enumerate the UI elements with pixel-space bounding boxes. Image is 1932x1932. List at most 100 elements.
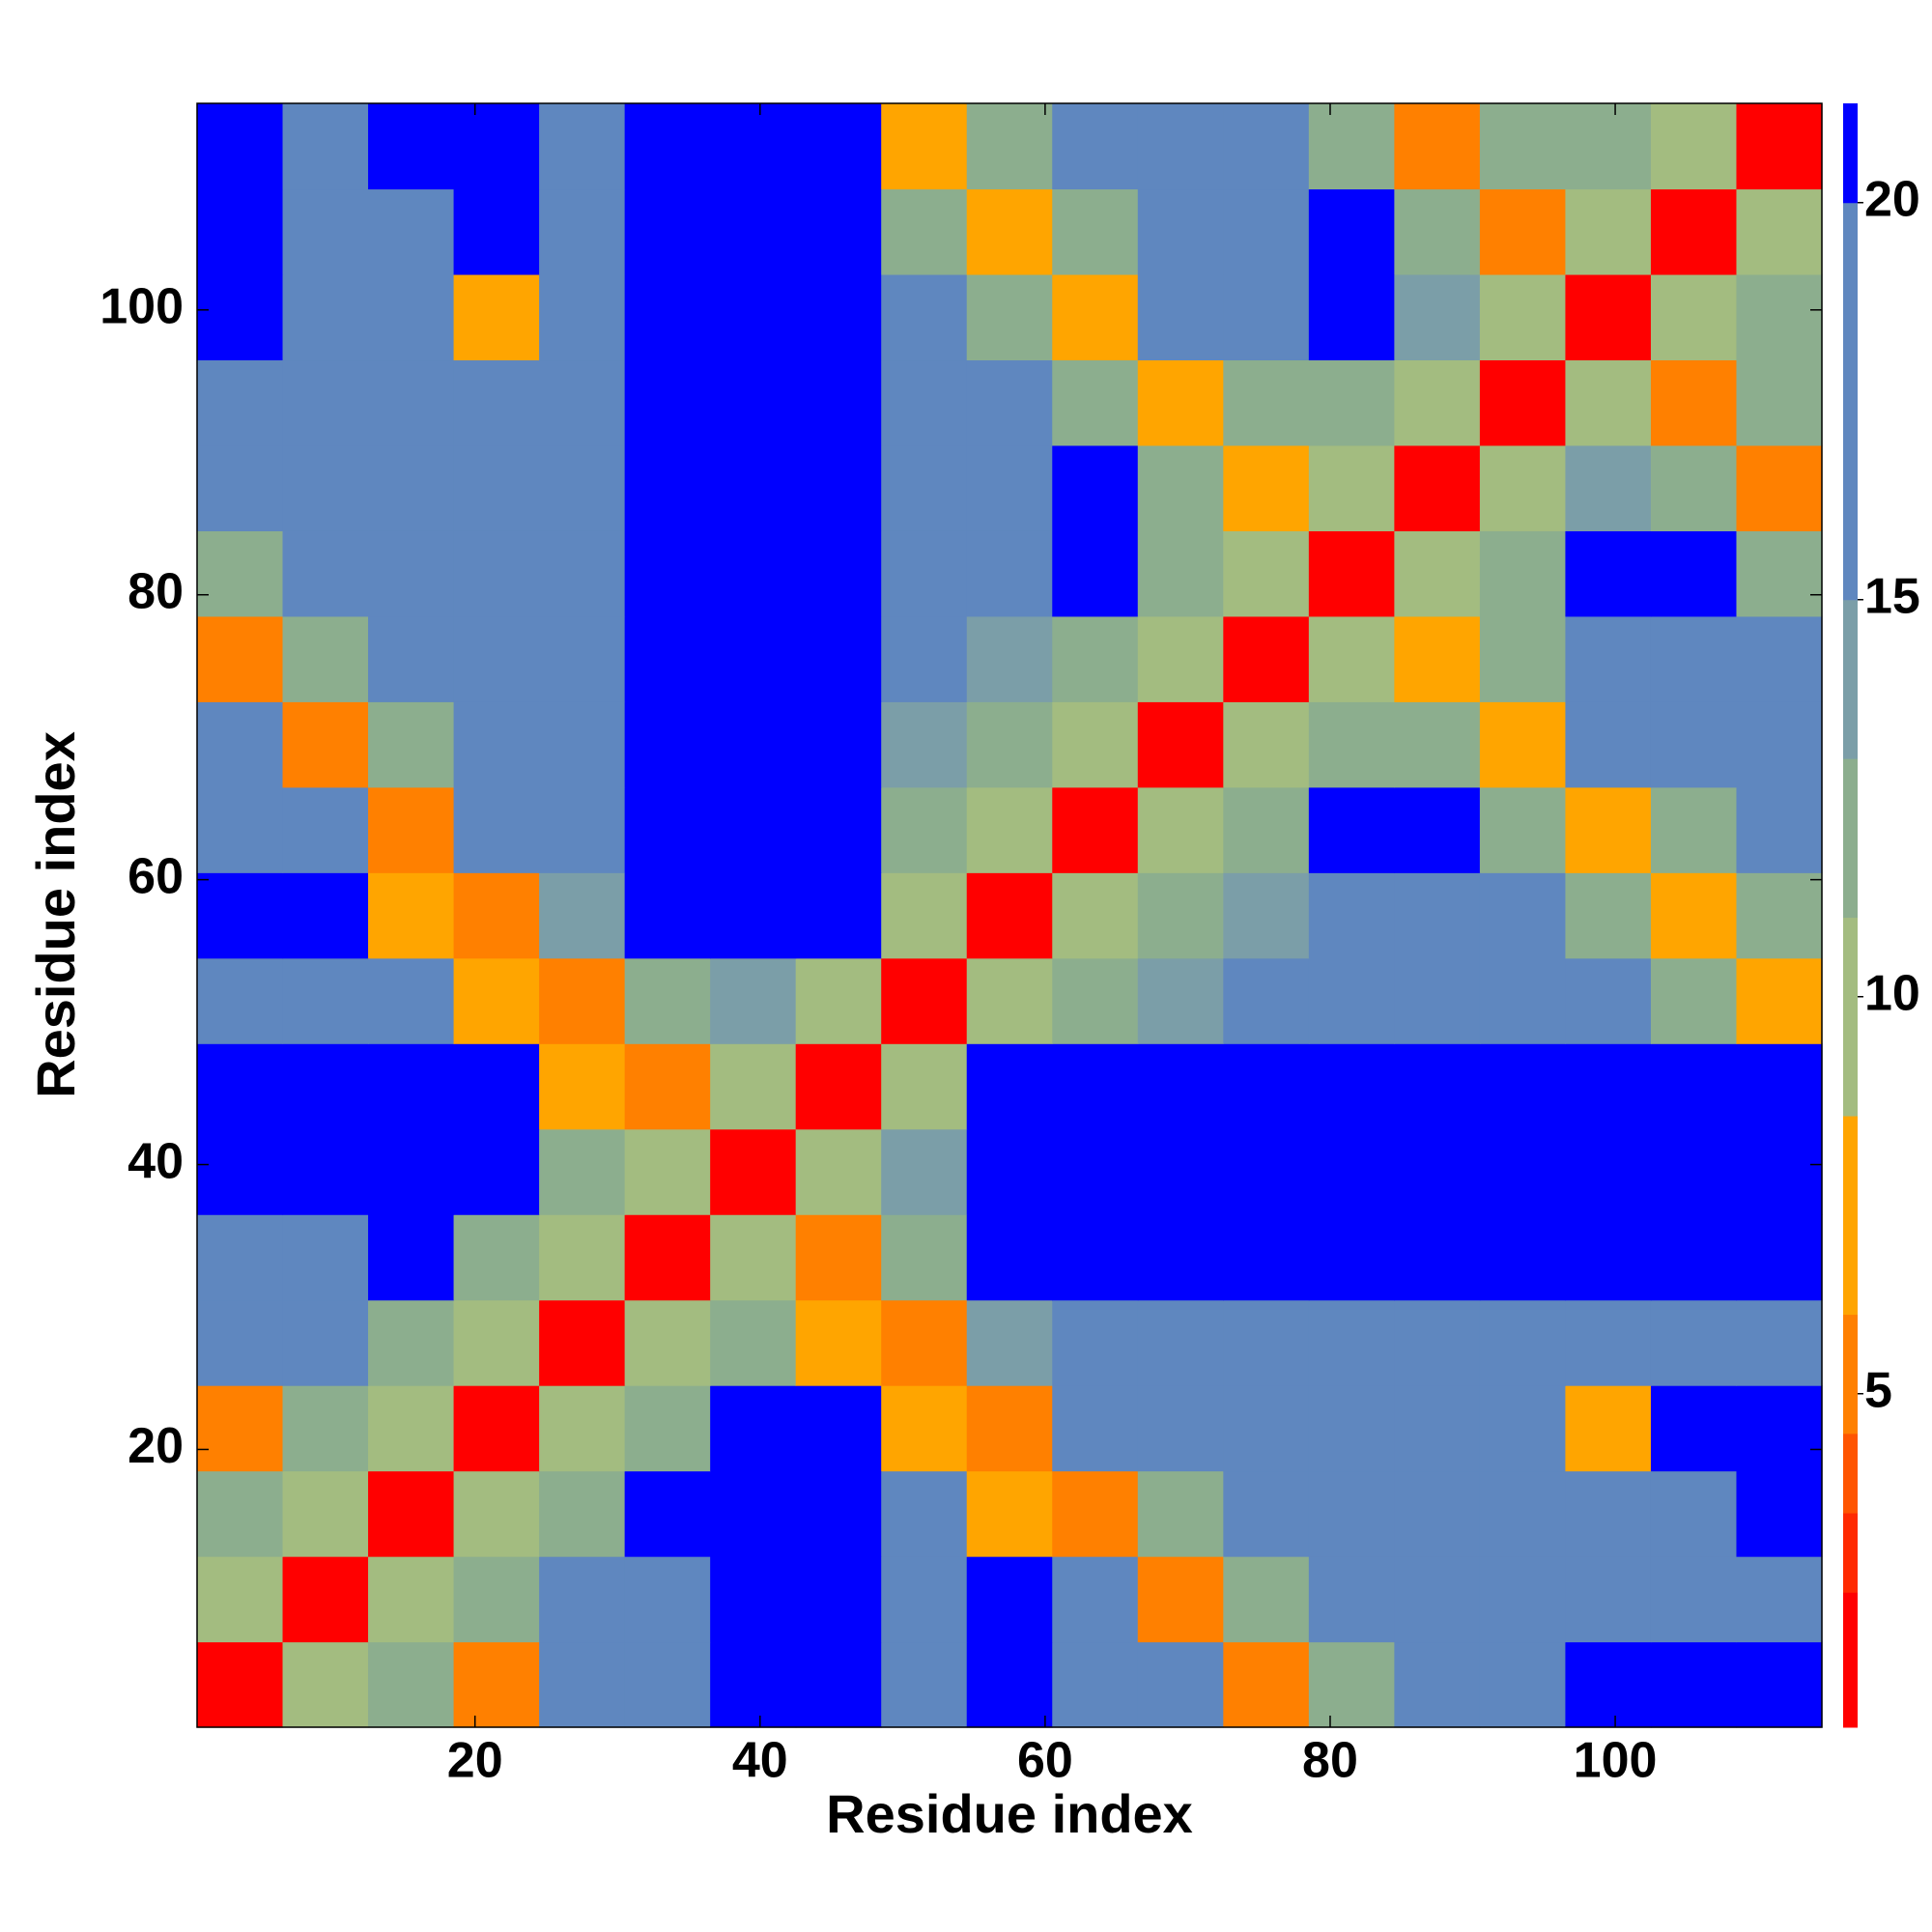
heatmap-cell — [1137, 1470, 1224, 1557]
heatmap-cell — [1736, 1641, 1823, 1728]
heatmap-cell — [795, 444, 882, 531]
heatmap-cell — [1052, 701, 1139, 788]
colorbar-tick-label: 5 — [1864, 1362, 1892, 1418]
heatmap-cell — [197, 273, 284, 361]
heatmap-cell — [966, 1299, 1053, 1386]
heatmap-cell — [197, 1214, 284, 1301]
heatmap-cell — [795, 103, 882, 190]
heatmap-cell — [1308, 530, 1395, 617]
heatmap-cell — [795, 615, 882, 702]
heatmap-cell — [881, 1043, 968, 1130]
heatmap-cell — [282, 1299, 369, 1386]
heatmap-cell — [1137, 1641, 1224, 1728]
heatmap-cell — [1650, 1128, 1738, 1215]
heatmap-cell — [795, 957, 882, 1044]
heatmap-cell — [368, 1641, 455, 1728]
heatmap-cell — [1308, 273, 1395, 361]
heatmap-cell — [453, 273, 540, 361]
heatmap-cell — [453, 188, 540, 275]
y-tick-label: 60 — [128, 848, 184, 904]
heatmap-cell — [1137, 103, 1224, 190]
heatmap-cell — [1479, 103, 1567, 190]
x-tick-label: 80 — [1302, 1733, 1358, 1789]
heatmap-cell — [539, 1043, 626, 1130]
heatmap-cell — [966, 444, 1053, 531]
heatmap-cell — [1565, 786, 1652, 873]
heatmap-cell — [368, 1128, 455, 1215]
colorbar-segment — [1843, 1433, 1858, 1514]
heatmap-cell — [539, 1385, 626, 1472]
heatmap-cell — [1650, 1556, 1738, 1643]
colorbar-segment — [1843, 599, 1858, 759]
heatmap-cell — [881, 786, 968, 873]
heatmap-cell — [966, 530, 1053, 617]
heatmap-cell — [624, 786, 711, 873]
colorbar-segment — [1843, 758, 1858, 919]
heatmap-cell — [453, 359, 540, 446]
heatmap-cell — [1052, 957, 1139, 1044]
heatmap-cell — [710, 1043, 797, 1130]
heatmap-cell — [1137, 1385, 1224, 1472]
heatmap-cell — [624, 530, 711, 617]
heatmap-cell — [453, 444, 540, 531]
heatmap-cell — [1479, 786, 1567, 873]
heatmap-cell — [795, 872, 882, 959]
heatmap-cell — [282, 1128, 369, 1215]
heatmap-cell — [1308, 1214, 1395, 1301]
heatmap-cell — [197, 188, 284, 275]
heatmap-cell — [1137, 1299, 1224, 1386]
heatmap-cell — [881, 1641, 968, 1728]
heatmap-cell — [539, 615, 626, 702]
heatmap-cell — [1137, 701, 1224, 788]
heatmap-cell — [453, 1299, 540, 1386]
heatmap-cell — [1394, 1641, 1481, 1728]
heatmap-cell — [1565, 1385, 1652, 1472]
heatmap-cell — [282, 103, 369, 190]
heatmap-cell — [1565, 957, 1652, 1044]
heatmap-cell — [282, 615, 369, 702]
heatmap-cell — [197, 103, 284, 190]
heatmap-cell — [368, 957, 455, 1044]
heatmap-cell — [966, 1385, 1053, 1472]
heatmap-cell — [1223, 615, 1310, 702]
heatmap-cell — [966, 701, 1053, 788]
heatmap-cell — [197, 1641, 284, 1728]
heatmap-cell — [710, 872, 797, 959]
heatmap-cell — [1736, 615, 1823, 702]
heatmap-cell — [1650, 1385, 1738, 1472]
heatmap-cell — [368, 1214, 455, 1301]
heatmap-cell — [881, 1470, 968, 1557]
heatmap-cell — [453, 872, 540, 959]
heatmap-cell — [966, 188, 1053, 275]
heatmap-cell — [1565, 1641, 1652, 1728]
heatmap-cell — [1736, 444, 1823, 531]
heatmap-cell — [624, 1043, 711, 1130]
heatmap-cell — [710, 786, 797, 873]
heatmap-cell — [282, 1385, 369, 1472]
heatmap-cell — [1137, 872, 1224, 959]
heatmap-cell — [1565, 615, 1652, 702]
heatmap-cell — [710, 273, 797, 361]
heatmap-cell — [197, 1385, 284, 1472]
heatmap-cell — [1479, 1556, 1567, 1643]
heatmap-cell — [1394, 444, 1481, 531]
heatmap-cell — [1137, 1043, 1224, 1130]
heatmap-cell — [1736, 530, 1823, 617]
heatmap-cell — [1308, 701, 1395, 788]
x-axis-label: Residue index — [826, 1783, 1193, 1844]
heatmap-cell — [1223, 1043, 1310, 1130]
heatmap-cell — [1052, 530, 1139, 617]
heatmap-cell — [539, 872, 626, 959]
heatmap-cell — [1479, 1043, 1567, 1130]
heatmap-cell — [282, 1043, 369, 1130]
heatmap-cell — [282, 359, 369, 446]
heatmap-cell — [1736, 1470, 1823, 1557]
heatmap-cell — [1650, 359, 1738, 446]
heatmap-cell — [197, 1128, 284, 1215]
colorbar-tick-label: 15 — [1864, 568, 1920, 624]
heatmap-cell — [453, 1470, 540, 1557]
heatmap-cell — [282, 273, 369, 361]
heatmap-cell — [881, 1214, 968, 1301]
heatmap-cell — [1052, 1385, 1139, 1472]
heatmap-cell — [624, 1470, 711, 1557]
